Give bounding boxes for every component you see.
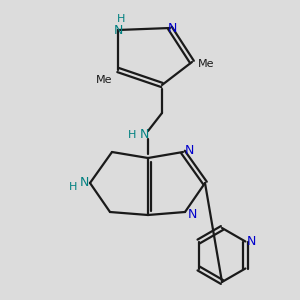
Text: H: H — [128, 130, 136, 140]
Text: N: N — [167, 22, 177, 34]
Text: N: N — [139, 128, 149, 142]
Text: H: H — [69, 182, 77, 192]
Text: Me: Me — [198, 59, 214, 69]
Text: N: N — [113, 23, 123, 37]
Text: H: H — [117, 14, 125, 24]
Text: Me: Me — [96, 75, 112, 85]
Text: N: N — [184, 143, 194, 157]
Text: N: N — [187, 208, 197, 220]
Text: N: N — [79, 176, 89, 190]
Text: N: N — [247, 235, 256, 248]
